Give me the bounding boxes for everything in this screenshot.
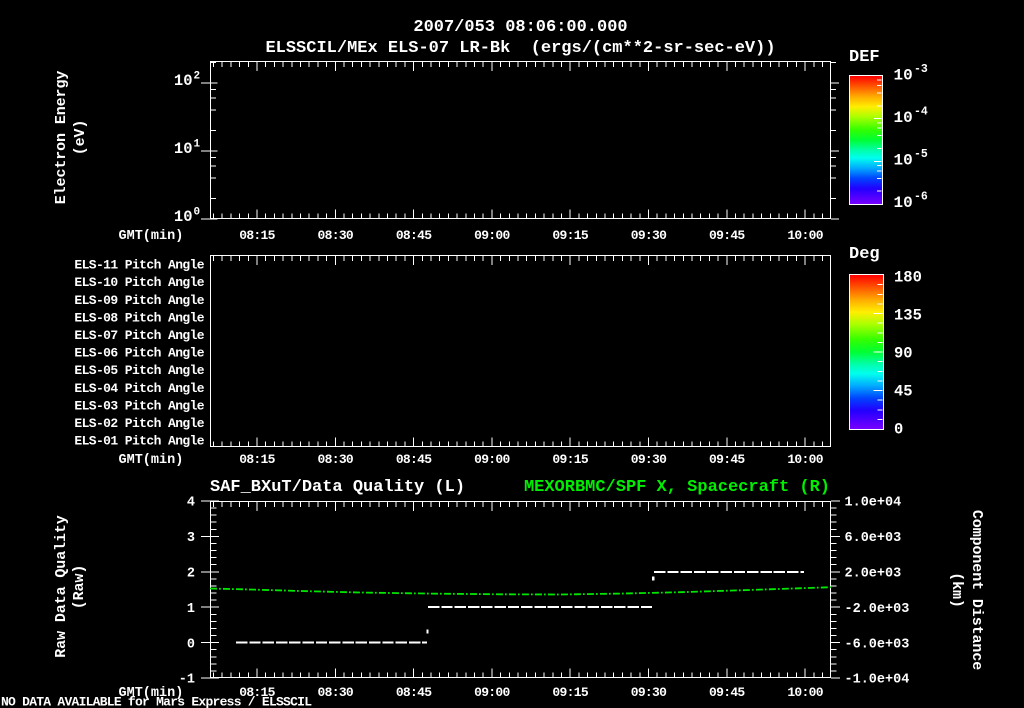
svg-text:-6.0e+03: -6.0e+03 bbox=[845, 637, 910, 652]
svg-text:4: 4 bbox=[187, 496, 195, 511]
svg-text:10:00: 10:00 bbox=[787, 685, 823, 700]
svg-text:09:15: 09:15 bbox=[552, 685, 588, 700]
svg-text:09:30: 09:30 bbox=[631, 452, 667, 467]
svg-text:-5: -5 bbox=[914, 148, 928, 161]
svg-text:SAF_BXuT/Data Quality (L): SAF_BXuT/Data Quality (L) bbox=[210, 478, 465, 497]
svg-text:Raw Data Quality: Raw Data Quality bbox=[53, 515, 70, 658]
svg-text:-1.0e+04: -1.0e+04 bbox=[845, 673, 910, 688]
svg-text:ELS-04 Pitch Angle: ELS-04 Pitch Angle bbox=[74, 381, 204, 396]
svg-text:-1: -1 bbox=[179, 673, 195, 688]
svg-text:09:30: 09:30 bbox=[631, 228, 667, 243]
svg-text:(Raw): (Raw) bbox=[71, 565, 88, 610]
svg-text:09:00: 09:00 bbox=[474, 228, 510, 243]
svg-text:ELS-10 Pitch Angle: ELS-10 Pitch Angle bbox=[74, 275, 204, 290]
svg-text:08:15: 08:15 bbox=[239, 685, 275, 700]
svg-text:2007/053 08:06:00.000: 2007/053 08:06:00.000 bbox=[413, 18, 627, 37]
svg-text:08:15: 08:15 bbox=[239, 452, 275, 467]
svg-text:08:45: 08:45 bbox=[396, 452, 432, 467]
svg-text:2: 2 bbox=[194, 71, 201, 83]
svg-text:180: 180 bbox=[894, 269, 922, 287]
svg-text:45: 45 bbox=[894, 383, 913, 401]
svg-text:Component Distance: Component Distance bbox=[968, 510, 985, 670]
svg-text:09:15: 09:15 bbox=[552, 452, 588, 467]
svg-text:1: 1 bbox=[194, 139, 201, 151]
svg-text:0: 0 bbox=[194, 207, 201, 219]
svg-text:Electron Energy: Electron Energy bbox=[53, 71, 70, 205]
svg-text:MEXORBMC/SPF X, Spacecraft (R): MEXORBMC/SPF X, Spacecraft (R) bbox=[524, 478, 830, 497]
svg-text:NO DATA AVAILABLE for Mars Exp: NO DATA AVAILABLE for Mars Express / ELS… bbox=[1, 695, 312, 708]
svg-text:ELS-11 Pitch Angle: ELS-11 Pitch Angle bbox=[74, 258, 204, 273]
svg-text:GMT(min): GMT(min) bbox=[119, 686, 184, 701]
svg-text:10: 10 bbox=[174, 72, 193, 90]
svg-text:-6: -6 bbox=[914, 191, 928, 204]
svg-text:(km): (km) bbox=[948, 572, 965, 608]
svg-text:10: 10 bbox=[174, 140, 193, 158]
svg-text:08:30: 08:30 bbox=[318, 452, 354, 467]
svg-text:ELS-02 Pitch Angle: ELS-02 Pitch Angle bbox=[74, 416, 204, 431]
svg-text:10:00: 10:00 bbox=[787, 228, 823, 243]
svg-text:ELS-06 Pitch Angle: ELS-06 Pitch Angle bbox=[74, 346, 204, 361]
svg-text:08:45: 08:45 bbox=[396, 228, 432, 243]
svg-text:2: 2 bbox=[187, 567, 195, 582]
svg-text:3: 3 bbox=[187, 531, 195, 546]
svg-text:ELSSCIL/MEx ELS-07 LR-Bk (erg: ELSSCIL/MEx ELS-07 LR-Bk (ergs/(cm**2-sr… bbox=[265, 39, 775, 58]
svg-text:10: 10 bbox=[894, 194, 913, 212]
svg-text:09:30: 09:30 bbox=[631, 685, 667, 700]
svg-text:09:00: 09:00 bbox=[474, 452, 510, 467]
svg-text:09:45: 09:45 bbox=[709, 228, 745, 243]
svg-text:(eV): (eV) bbox=[72, 120, 89, 156]
svg-text:10: 10 bbox=[894, 109, 913, 127]
svg-text:ELS-03 Pitch Angle: ELS-03 Pitch Angle bbox=[74, 398, 204, 413]
svg-text:ELS-08 Pitch Angle: ELS-08 Pitch Angle bbox=[74, 310, 204, 325]
svg-text:09:45: 09:45 bbox=[709, 452, 745, 467]
svg-text:-4: -4 bbox=[914, 106, 928, 119]
svg-text:-2.0e+03: -2.0e+03 bbox=[845, 602, 910, 617]
svg-text:GMT(min): GMT(min) bbox=[119, 229, 184, 244]
svg-text:10:00: 10:00 bbox=[787, 452, 823, 467]
svg-text:08:30: 08:30 bbox=[318, 228, 354, 243]
svg-text:08:45: 08:45 bbox=[396, 685, 432, 700]
svg-text:0: 0 bbox=[894, 421, 903, 439]
svg-text:GMT(min): GMT(min) bbox=[119, 453, 184, 468]
svg-text:ELS-07 Pitch Angle: ELS-07 Pitch Angle bbox=[74, 328, 204, 343]
svg-text:ELS-01 Pitch Angle: ELS-01 Pitch Angle bbox=[74, 434, 204, 449]
svg-text:09:15: 09:15 bbox=[552, 228, 588, 243]
svg-text:08:30: 08:30 bbox=[318, 685, 354, 700]
svg-text:10: 10 bbox=[174, 208, 193, 226]
svg-text:135: 135 bbox=[894, 307, 922, 325]
svg-text:2.0e+03: 2.0e+03 bbox=[845, 567, 902, 582]
svg-text:1.0e+04: 1.0e+04 bbox=[845, 496, 902, 511]
svg-text:08:15: 08:15 bbox=[239, 228, 275, 243]
svg-text:Deg: Deg bbox=[849, 245, 880, 264]
svg-text:1: 1 bbox=[187, 602, 195, 617]
svg-text:DEF: DEF bbox=[849, 48, 880, 67]
svg-text:90: 90 bbox=[894, 345, 913, 363]
svg-text:0: 0 bbox=[187, 637, 195, 652]
svg-text:ELS-05 Pitch Angle: ELS-05 Pitch Angle bbox=[74, 363, 204, 378]
svg-text:ELS-09 Pitch Angle: ELS-09 Pitch Angle bbox=[74, 293, 204, 308]
svg-text:10: 10 bbox=[894, 152, 913, 170]
svg-text:09:45: 09:45 bbox=[709, 685, 745, 700]
svg-text:-3: -3 bbox=[914, 63, 928, 76]
svg-text:6.0e+03: 6.0e+03 bbox=[845, 531, 902, 546]
svg-text:10: 10 bbox=[894, 67, 913, 85]
svg-text:09:00: 09:00 bbox=[474, 685, 510, 700]
